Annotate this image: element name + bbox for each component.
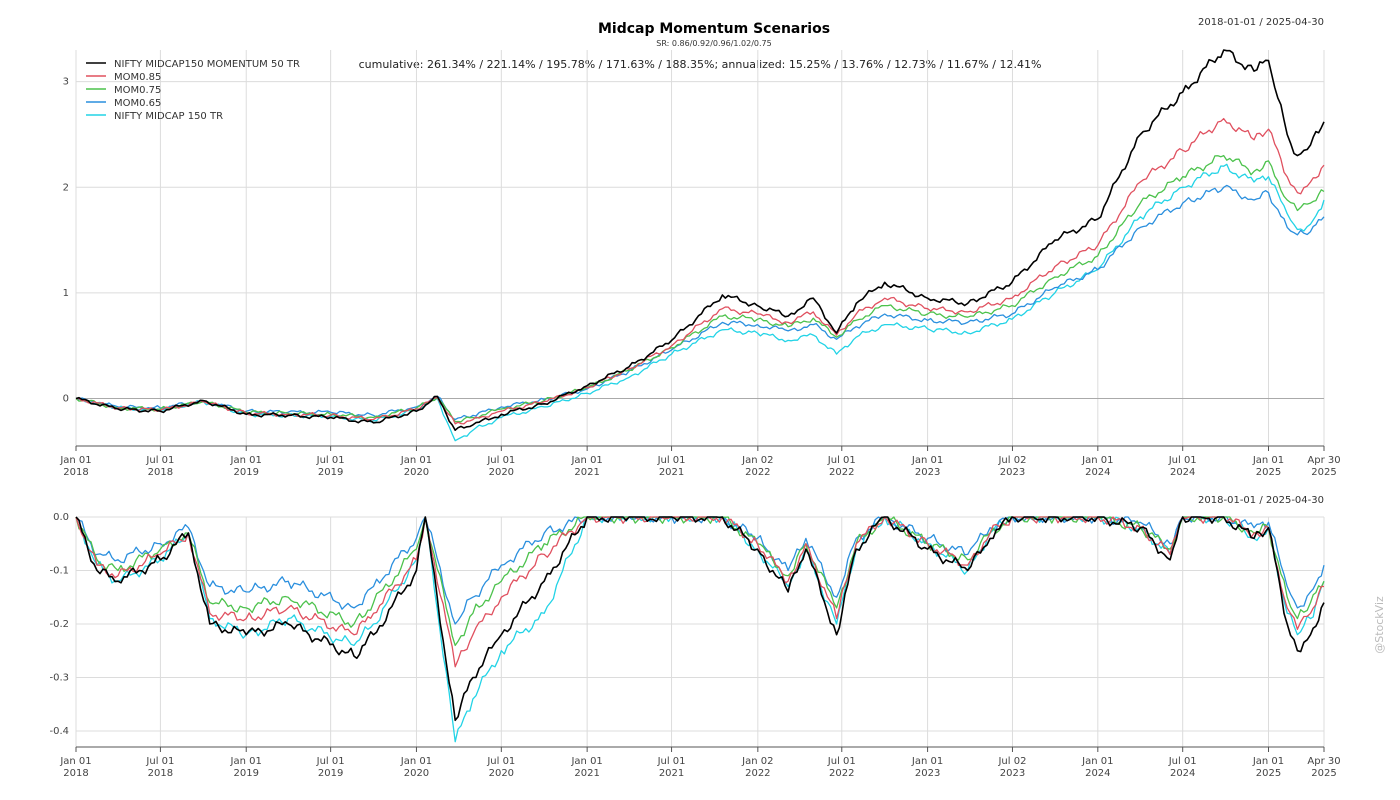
x-tick-label: Jan 01 — [1081, 756, 1113, 767]
x-tick-label: Jan 01 — [230, 756, 262, 767]
x-tick-label: Jan 01 — [400, 455, 432, 466]
y-tick-label: 2 — [63, 182, 69, 193]
y-tick-label: -0.4 — [49, 726, 69, 737]
x-tick-year: 2025 — [1311, 467, 1336, 478]
watermark: @StockViz — [1373, 596, 1386, 654]
x-tick-year: 2022 — [745, 467, 770, 478]
series-line-cumulative-mom075 — [75, 154, 1325, 423]
x-tick-year: 2021 — [659, 768, 684, 779]
x-tick-year: 2023 — [915, 768, 940, 779]
chart-subtitle: SR: 0.86/0.92/0.96/1.02/0.75 — [656, 39, 771, 48]
series-line-drawdown-mom075 — [75, 516, 1325, 647]
series-line-drawdown-midcap150 — [75, 516, 1325, 743]
x-tick-year: 2019 — [318, 467, 343, 478]
x-tick-label: Jul 01 — [486, 756, 515, 767]
x-tick-year: 2024 — [1085, 768, 1110, 779]
x-tick-label: Apr 30 — [1307, 455, 1340, 466]
legend-label: MOM0.65 — [114, 98, 161, 109]
y-tick-label: 0.0 — [53, 512, 69, 523]
x-tick-year: 2018 — [63, 467, 88, 478]
x-tick-label: Jan 01 — [59, 756, 91, 767]
x-tick-label: Jan 02 — [741, 756, 773, 767]
x-tick-label: Jan 02 — [741, 455, 773, 466]
x-tick-label: Jan 01 — [1252, 756, 1284, 767]
bottom-date-range: 2018-01-01 / 2025-04-30 — [1198, 495, 1324, 506]
cumulative-annotation: cumulative: 261.34% / 221.14% / 195.78% … — [359, 58, 1042, 71]
x-tick-label: Jan 01 — [911, 455, 943, 466]
x-tick-year: 2022 — [829, 467, 854, 478]
x-tick-label: Jan 01 — [230, 455, 262, 466]
x-tick-label: Jul 01 — [486, 455, 515, 466]
legend-label: MOM0.75 — [114, 85, 161, 96]
x-tick-year: 2021 — [574, 467, 599, 478]
x-tick-year: 2023 — [915, 467, 940, 478]
x-tick-year: 2022 — [829, 768, 854, 779]
x-tick-label: Apr 30 — [1307, 756, 1340, 767]
x-tick-label: Jan 01 — [570, 756, 602, 767]
x-tick-year: 2020 — [489, 467, 514, 478]
x-tick-label: Jan 01 — [400, 756, 432, 767]
y-tick-label: -0.1 — [49, 565, 69, 576]
x-tick-label: Jan 01 — [59, 455, 91, 466]
y-tick-label: 1 — [63, 288, 69, 299]
x-tick-label: Jul 02 — [997, 455, 1026, 466]
x-tick-year: 2019 — [318, 768, 343, 779]
x-tick-year: 2023 — [1000, 768, 1025, 779]
series-line-cumulative-momentum50 — [75, 49, 1325, 431]
x-tick-label: Jul 01 — [657, 756, 686, 767]
x-tick-year: 2021 — [574, 768, 599, 779]
x-tick-year: 2021 — [659, 467, 684, 478]
x-tick-year: 2025 — [1256, 768, 1281, 779]
x-tick-label: Jul 02 — [997, 756, 1026, 767]
x-tick-label: Jul 01 — [1168, 455, 1197, 466]
x-tick-year: 2025 — [1311, 768, 1336, 779]
x-tick-year: 2018 — [148, 768, 173, 779]
chart-title: Midcap Momentum Scenarios — [598, 21, 830, 37]
x-tick-year: 2024 — [1085, 467, 1110, 478]
series-line-drawdown-momentum50 — [75, 516, 1325, 722]
legend-label: MOM0.85 — [114, 72, 161, 83]
legend-label: NIFTY MIDCAP 150 TR — [114, 111, 223, 122]
x-tick-label: Jan 01 — [570, 455, 602, 466]
x-tick-label: Jan 01 — [1081, 455, 1113, 466]
legend-label: NIFTY MIDCAP150 MOMENTUM 50 TR — [114, 59, 300, 70]
x-tick-year: 2019 — [233, 768, 258, 779]
x-tick-label: Jul 01 — [145, 756, 174, 767]
x-tick-year: 2018 — [148, 467, 173, 478]
series-line-cumulative-midcap150 — [75, 163, 1325, 442]
x-tick-label: Jul 01 — [827, 455, 856, 466]
x-tick-label: Jan 01 — [911, 756, 943, 767]
y-tick-label: -0.2 — [49, 619, 69, 630]
x-tick-year: 2018 — [63, 768, 88, 779]
y-tick-label: 0 — [63, 393, 69, 404]
x-tick-label: Jul 01 — [145, 455, 174, 466]
x-tick-label: Jul 01 — [316, 756, 345, 767]
x-tick-label: Jul 01 — [316, 455, 345, 466]
series-line-drawdown-mom085 — [75, 516, 1325, 668]
x-tick-year: 2020 — [404, 467, 429, 478]
x-tick-year: 2022 — [745, 768, 770, 779]
x-tick-year: 2020 — [404, 768, 429, 779]
x-tick-label: Jul 01 — [1168, 756, 1197, 767]
x-tick-label: Jan 01 — [1252, 455, 1284, 466]
x-tick-year: 2019 — [233, 467, 258, 478]
x-tick-year: 2020 — [489, 768, 514, 779]
x-tick-label: Jul 01 — [827, 756, 856, 767]
x-tick-label: Jul 01 — [657, 455, 686, 466]
x-tick-year: 2024 — [1170, 467, 1195, 478]
x-tick-year: 2025 — [1256, 467, 1281, 478]
legend: NIFTY MIDCAP150 MOMENTUM 50 TR MOM0.85 MOM… — [86, 59, 300, 122]
y-tick-label: -0.3 — [49, 672, 69, 683]
y-tick-label: 3 — [63, 77, 69, 88]
x-tick-year: 2024 — [1170, 768, 1195, 779]
top-date-range: 2018-01-01 / 2025-04-30 — [1198, 17, 1324, 28]
x-tick-year: 2023 — [1000, 467, 1025, 478]
series-line-cumulative-mom085 — [75, 117, 1325, 425]
